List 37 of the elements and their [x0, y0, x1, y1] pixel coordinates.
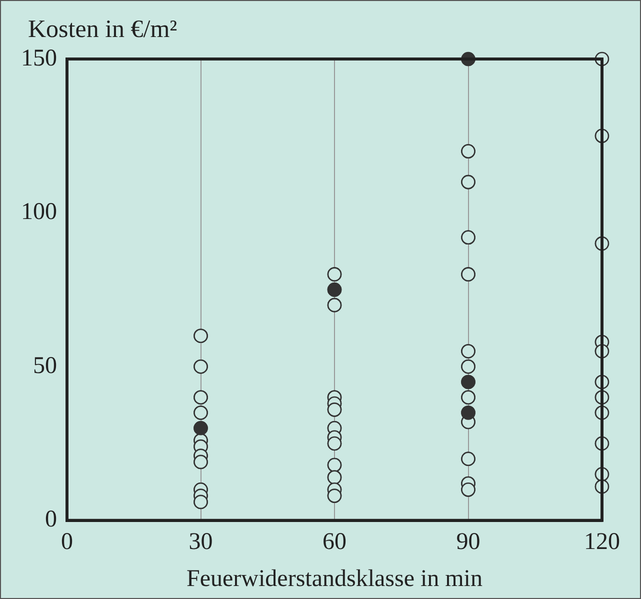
point: [194, 390, 208, 405]
point: [327, 488, 342, 503]
point: [461, 359, 476, 374]
point: [461, 344, 476, 358]
point: [461, 452, 476, 466]
point: [461, 230, 476, 245]
point: [461, 374, 476, 390]
x-tick-label: 90: [456, 529, 480, 556]
point: [461, 390, 476, 405]
point: [461, 174, 476, 190]
y-tick-label: 0: [45, 506, 57, 533]
point: [327, 267, 342, 282]
point: [461, 144, 476, 158]
point: [327, 298, 342, 312]
point: [461, 482, 476, 497]
x-tick-label: 60: [322, 529, 346, 556]
point: [194, 454, 208, 470]
x-axis-title: Feuerwiderstandsklasse in min: [186, 566, 482, 592]
point: [461, 406, 476, 420]
point: [194, 494, 208, 510]
y-tick-label: 50: [33, 352, 57, 379]
point: [461, 267, 476, 282]
point: [194, 359, 208, 374]
point: [327, 458, 342, 472]
y-axis-title: Kosten in €/m²: [28, 16, 178, 43]
point: [327, 470, 342, 484]
y-tick-label: 150: [21, 45, 57, 72]
point: [327, 436, 342, 451]
x-tick-label: 120: [584, 529, 620, 556]
point: [194, 328, 208, 343]
point: [327, 402, 342, 417]
x-tick-label: 30: [188, 529, 213, 556]
x-tick-label: 0: [61, 529, 73, 556]
y-tick-label: 100: [21, 199, 57, 226]
point: [327, 282, 342, 297]
point: [194, 406, 208, 420]
point: [194, 420, 208, 436]
